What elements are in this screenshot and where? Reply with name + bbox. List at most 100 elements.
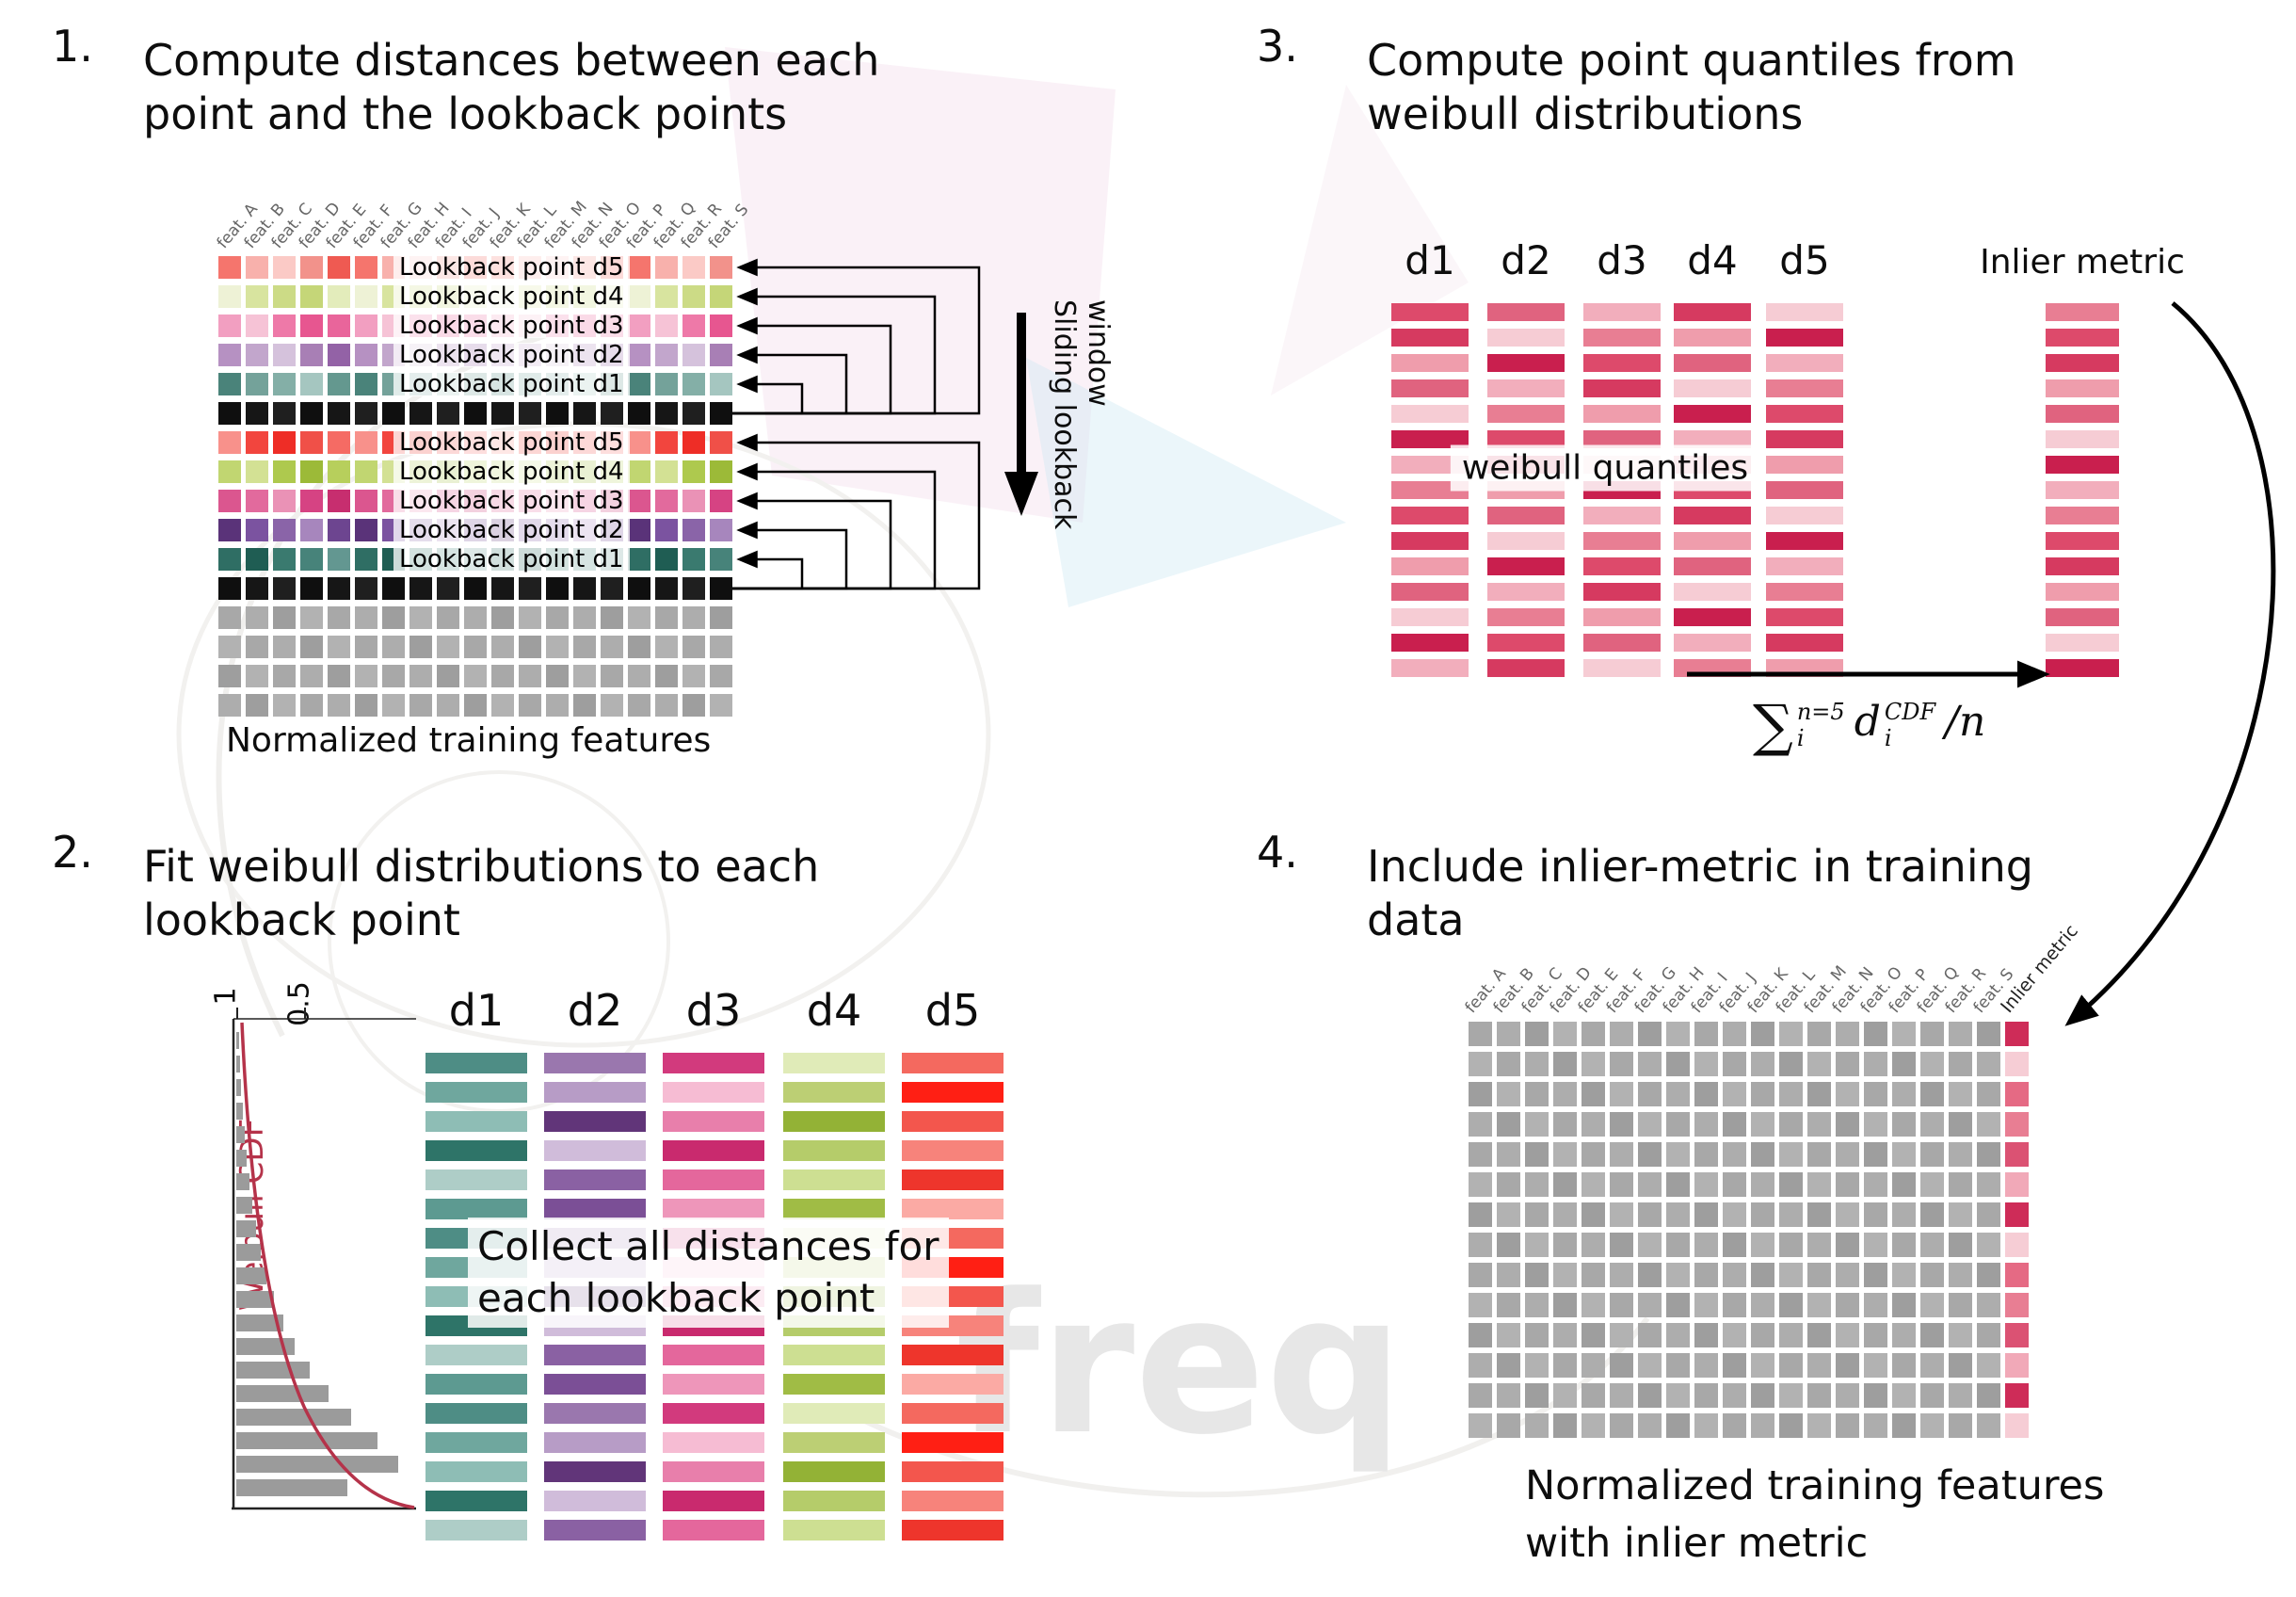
inlier-metric-cell <box>2005 1172 2029 1197</box>
distance-bar <box>663 1082 764 1103</box>
distance-bar <box>425 1432 527 1453</box>
distance-bar <box>902 1111 1003 1132</box>
matrix-cell <box>682 606 705 629</box>
quantile-bar <box>1674 303 1751 321</box>
matrix-cell <box>655 519 678 541</box>
matrix-cell <box>328 344 350 366</box>
matrix-cell <box>1469 1202 1492 1227</box>
quantile-bar <box>2046 532 2119 550</box>
matrix-cell <box>300 373 323 395</box>
matrix-cell <box>300 519 323 541</box>
matrix-cell <box>1497 1022 1520 1046</box>
lookback-arrow-d3 <box>732 492 892 590</box>
distance-bar <box>663 1140 764 1161</box>
matrix-cell <box>1610 1202 1633 1227</box>
matrix-cell <box>1864 1082 1887 1106</box>
matrix-cell <box>218 694 241 717</box>
matrix-cell <box>355 519 377 541</box>
distance-bar <box>425 1082 527 1103</box>
lookback-arrow-d2 <box>732 346 848 415</box>
lookback-row-label: Lookback point d1 <box>393 372 630 396</box>
lookback-arrow-d5 <box>732 258 981 415</box>
matrix-cell <box>355 460 377 483</box>
lookback-row-label: Lookback point d1 <box>393 547 630 572</box>
quantile-bar <box>1487 507 1565 524</box>
matrix-cell <box>1694 1022 1718 1046</box>
quantile-bar <box>2046 379 2119 397</box>
matrix-cell <box>1666 1172 1690 1197</box>
matrix-cell <box>710 490 732 512</box>
matrix-cell <box>1497 1383 1520 1408</box>
panel3-title: Compute point quantiles from weibull dis… <box>1367 34 2016 141</box>
matrix-cell <box>382 606 405 629</box>
panel4-title: Include inlier-metric in training data <box>1367 840 2033 947</box>
matrix-cell <box>1779 1202 1803 1227</box>
matrix-cell <box>218 256 241 279</box>
quantile-bar <box>1391 430 1469 448</box>
histogram-bar <box>236 1385 329 1402</box>
matrix-cell <box>1864 1323 1887 1347</box>
sliding-window-arrow <box>1004 313 1038 516</box>
matrix-cell <box>1553 1263 1577 1287</box>
quantile-bar <box>1766 329 1843 347</box>
matrix-cell <box>1807 1323 1831 1347</box>
matrix-cell <box>218 606 241 629</box>
matrix-cell <box>628 665 650 687</box>
matrix-cell <box>1892 1142 1916 1167</box>
distance-bar <box>783 1140 885 1161</box>
matrix-cell <box>710 285 732 308</box>
distance-bar <box>544 1140 646 1161</box>
matrix-cell <box>464 577 487 600</box>
distance-header-d5: d5 <box>924 985 981 1036</box>
matrix-cell <box>1836 1202 1859 1227</box>
matrix-cell <box>655 636 678 658</box>
distance-bar <box>783 1403 885 1424</box>
matrix-cell <box>1469 1142 1492 1167</box>
panel4-title-line2: data <box>1367 895 1465 946</box>
matrix-cell <box>218 519 241 541</box>
matrix-cell <box>1582 1022 1605 1046</box>
quantile-header-d2: d2 <box>1501 237 1551 283</box>
matrix-cell <box>246 490 268 512</box>
matrix-cell <box>682 460 705 483</box>
panel1-number: 1. <box>52 21 93 72</box>
histogram-bar <box>236 1409 351 1426</box>
matrix-cell <box>1723 1142 1746 1167</box>
matrix-cell <box>1469 1022 1492 1046</box>
matrix-cell <box>328 460 350 483</box>
matrix-cell <box>682 344 705 366</box>
quantile-bar <box>1583 430 1661 448</box>
quantile-bar <box>1583 354 1661 372</box>
matrix-cell <box>1525 1353 1549 1378</box>
matrix-cell <box>1694 1323 1718 1347</box>
quantile-bar <box>1487 329 1565 347</box>
matrix-cell <box>1525 1233 1549 1257</box>
matrix-cell <box>1610 1353 1633 1378</box>
matrix-cell <box>1525 1082 1549 1106</box>
matrix-cell <box>273 256 296 279</box>
matrix-cell <box>1610 1263 1633 1287</box>
distance-bar <box>663 1491 764 1511</box>
inlier-metric-column <box>2046 303 2119 677</box>
matrix-cell <box>1553 1172 1577 1197</box>
matrix-cell <box>437 402 459 425</box>
matrix-cell <box>1638 1082 1662 1106</box>
matrix-cell <box>1949 1263 1972 1287</box>
matrix-cell <box>1977 1052 2000 1076</box>
matrix-cell <box>328 402 350 425</box>
matrix-cell <box>1497 1293 1520 1317</box>
matrix-cell <box>1694 1082 1718 1106</box>
histogram-bar <box>236 1267 266 1284</box>
panel2-number: 2. <box>52 827 93 878</box>
quantile-bar <box>1487 379 1565 397</box>
lookback-row-label: Lookback point d2 <box>393 343 630 367</box>
matrix-cell <box>1469 1413 1492 1438</box>
matrix-cell <box>1497 1142 1520 1167</box>
matrix-cell <box>1694 1413 1718 1438</box>
matrix-cell <box>655 665 678 687</box>
matrix-cell <box>1949 1202 1972 1227</box>
matrix-cell <box>1582 1082 1605 1106</box>
matrix-cell <box>328 285 350 308</box>
matrix-cell <box>1751 1172 1774 1197</box>
quantile-bar <box>1487 634 1565 652</box>
